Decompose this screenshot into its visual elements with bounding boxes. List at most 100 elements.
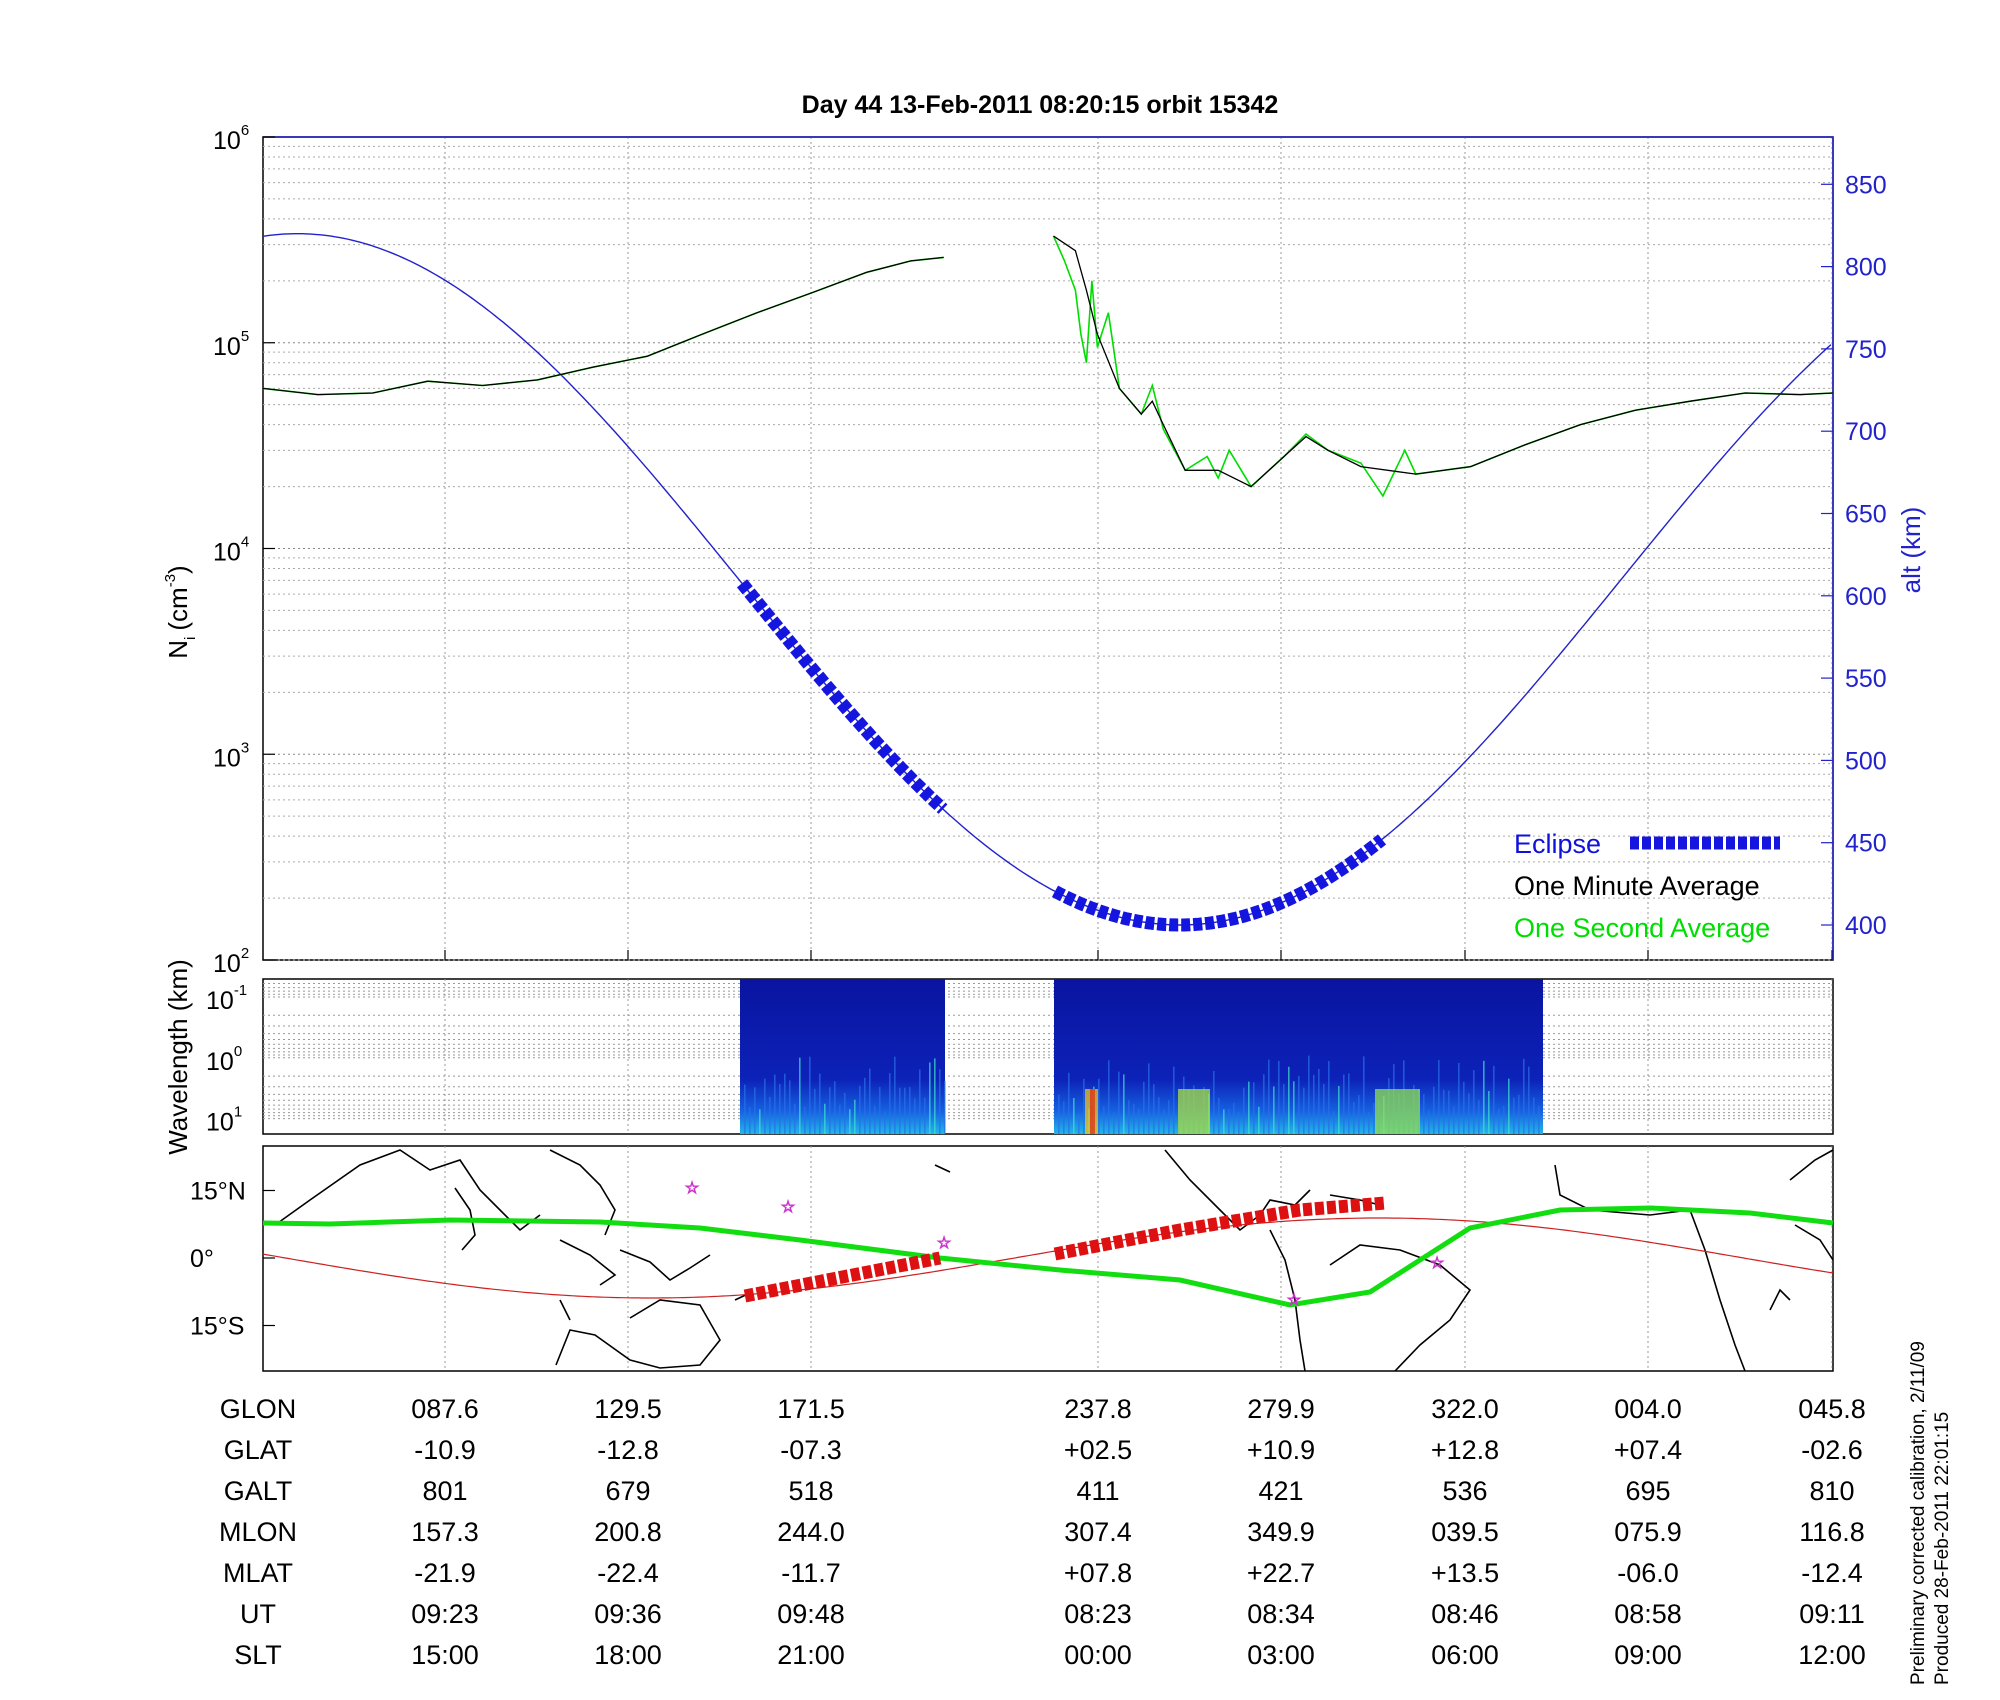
table-cell: 06:00	[1431, 1640, 1499, 1670]
table-cell: 09:36	[594, 1599, 662, 1629]
spectrogram-streak	[1523, 1058, 1525, 1134]
spectrogram-streak	[759, 1109, 761, 1134]
spectrogram-streak	[864, 1077, 866, 1134]
map-yticks: 15°N 0° 15°S	[190, 1178, 246, 1341]
spectrogram-streak	[1258, 1106, 1260, 1134]
spectrogram-yticks: 10-1 100 101	[206, 982, 247, 1137]
table-row-label: GALT	[224, 1476, 293, 1506]
top-grid	[263, 137, 1833, 961]
ytick-left-label: 106	[213, 122, 249, 155]
orbit-ground-track	[262, 1205, 1834, 1308]
spectrogram-streak	[1488, 1091, 1490, 1134]
spectrogram-streak	[1298, 1075, 1300, 1134]
coastline	[1789, 1149, 1834, 1181]
spectrogram-streak	[749, 1107, 751, 1134]
spectrogram-streak	[1283, 1084, 1285, 1134]
coastline	[559, 1239, 617, 1286]
table-cell: +22.7	[1247, 1558, 1315, 1588]
spectrogram-streak	[829, 1087, 831, 1134]
spectrogram-streak	[1243, 1087, 1245, 1134]
table-cell: 307.4	[1064, 1517, 1132, 1547]
spectrogram-streak	[1533, 1097, 1535, 1134]
table-cell: 695	[1625, 1476, 1670, 1506]
ytick-right-label: 650	[1845, 501, 1887, 529]
table-row-label: MLON	[219, 1517, 297, 1547]
spectrogram-streak	[1443, 1089, 1445, 1134]
spectrogram-streak	[1063, 1101, 1065, 1134]
spectrogram-streak	[834, 1081, 836, 1134]
spectrogram-streak	[1248, 1081, 1250, 1134]
table-cell: 679	[605, 1476, 650, 1506]
altitude-line	[262, 233, 1832, 926]
density-series	[1053, 235, 1834, 488]
spectrogram-streak	[899, 1087, 901, 1134]
spectrogram-streak	[1518, 1094, 1520, 1134]
spectrogram-streak	[1123, 1074, 1125, 1134]
spectrogram-grid	[263, 979, 1833, 1134]
spectrogram-streak	[789, 1080, 791, 1134]
table-cell: 045.8	[1798, 1394, 1866, 1424]
ytick-right-label: 400	[1845, 912, 1887, 940]
spectrogram-streak	[1368, 1111, 1370, 1134]
spectrogram-streak	[1308, 1055, 1310, 1134]
table-cell: 200.8	[594, 1517, 662, 1547]
ytick-right-label: 750	[1845, 336, 1887, 364]
table-cell: 09:23	[411, 1599, 479, 1629]
table-cell: +07.8	[1064, 1558, 1132, 1588]
spectrogram-streak	[1313, 1074, 1315, 1134]
chart-title: Day 44 13-Feb-2011 08:20:15 orbit 15342	[802, 91, 1279, 119]
spectrogram-streak	[889, 1073, 891, 1134]
spectrogram-ylabel: Wavelength (km)	[163, 959, 193, 1155]
map-grid	[263, 1146, 1833, 1371]
table-cell: 03:00	[1247, 1640, 1315, 1670]
spectrogram-streak	[814, 1088, 816, 1134]
table-cell: 536	[1442, 1476, 1487, 1506]
spectrogram-streak	[1438, 1059, 1440, 1134]
table-cell: -22.4	[597, 1558, 659, 1588]
table-row-label: SLT	[234, 1640, 282, 1670]
table-cell: -21.9	[414, 1558, 476, 1588]
spectrogram-streak	[1143, 1081, 1145, 1134]
map-ytick-label: 15°N	[190, 1178, 246, 1206]
right-axis: 400 450 500 550 600 650 700 750 800 850	[263, 136, 1887, 960]
spectrogram-frame	[262, 978, 1834, 1135]
spectrogram-blocks	[740, 979, 1543, 1134]
spectrogram-streak	[1293, 1081, 1295, 1134]
spectrogram-streak	[1343, 1074, 1345, 1134]
ytick-right-label: 850	[1845, 171, 1887, 199]
table-cell: -06.0	[1617, 1558, 1679, 1588]
spectrogram-streak	[754, 1087, 756, 1134]
spectrogram-streak	[874, 1105, 876, 1134]
spectrogram-streak	[1468, 1093, 1470, 1134]
eclipse-track-marks	[743, 1196, 1386, 1303]
spectrogram-streak	[1353, 1101, 1355, 1134]
coastline	[1769, 1288, 1791, 1311]
spectrogram-streak	[1288, 1066, 1290, 1134]
spectrogram-streak	[929, 1062, 931, 1134]
spectrogram-streak	[1223, 1109, 1225, 1134]
spectrogram-streak	[784, 1073, 786, 1134]
spectrogram-streak	[1473, 1070, 1475, 1134]
spectrogram-streak	[769, 1096, 771, 1134]
spectrogram-ytick-label: 10-1	[206, 982, 247, 1015]
table-cell: 129.5	[594, 1394, 662, 1424]
ytick-left-label: 105	[213, 328, 249, 361]
table-cell: -02.6	[1801, 1435, 1863, 1465]
table-row-label: GLON	[220, 1394, 297, 1424]
spectrogram-streak	[859, 1085, 861, 1134]
table-row-label: MLAT	[223, 1558, 293, 1588]
spectrogram-streak	[1128, 1100, 1130, 1134]
spectrogram-ytick-label: 100	[206, 1043, 242, 1076]
spectrogram-streak	[1118, 1071, 1120, 1134]
spectrogram-streak	[804, 1106, 806, 1134]
spectrogram-streak	[1163, 1110, 1165, 1134]
table-cell: 322.0	[1431, 1394, 1499, 1424]
coastline	[1269, 1229, 1306, 1372]
table-cell: -11.7	[781, 1558, 841, 1588]
spectrogram-streak	[924, 1097, 926, 1134]
star-markers: ☆ ☆ ☆ ☆ ☆	[684, 1178, 1444, 1310]
spectrogram-streak	[1278, 1060, 1280, 1134]
map-ytick-label: 15°S	[190, 1313, 244, 1341]
map-frame	[262, 1145, 1834, 1372]
